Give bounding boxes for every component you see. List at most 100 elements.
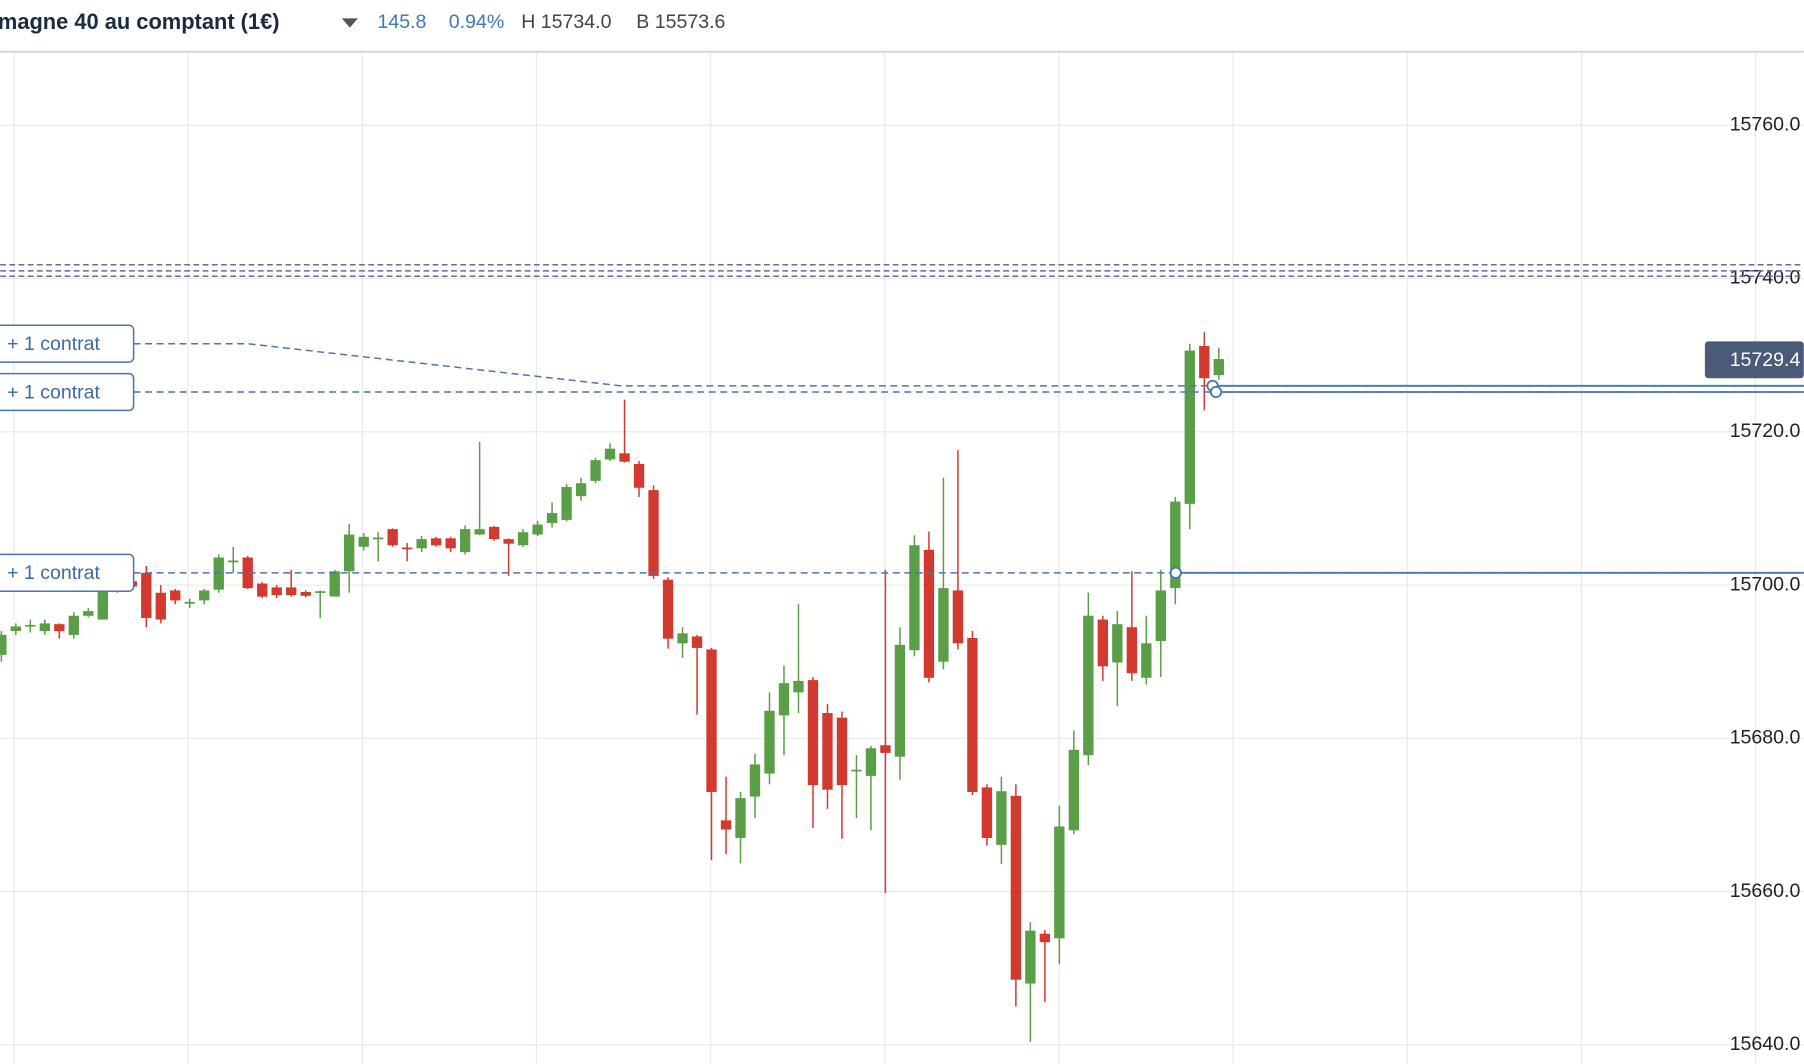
candle-body: [54, 624, 65, 632]
y-tick-label: 15640.0: [1730, 1033, 1801, 1055]
candle-body: [1025, 930, 1036, 984]
candle-body: [68, 615, 79, 635]
position-label-box[interactable]: [0, 324, 135, 363]
candle-body: [778, 683, 790, 716]
candle-body: [503, 539, 514, 544]
candle-body: [865, 748, 877, 776]
entry-marker[interactable]: [1209, 385, 1223, 399]
candle-body: [184, 601, 195, 604]
dropdown-arrow[interactable]: [341, 18, 358, 28]
candle-body: [401, 547, 413, 550]
candle-body: [836, 717, 848, 786]
candle-body: [909, 545, 920, 651]
candle-body: [372, 537, 384, 540]
candle-body: [677, 633, 688, 644]
candle-body: [996, 791, 1007, 845]
candle-body: [851, 769, 862, 772]
position-label[interactable]: + 1 contrat: [7, 562, 100, 584]
candle-body: [793, 680, 804, 693]
candle-body: [315, 591, 326, 593]
candle-body: [648, 490, 659, 576]
candle-body: [0, 634, 7, 655]
candle-body: [1083, 615, 1094, 756]
candle-body: [735, 798, 746, 838]
candle-body: [590, 460, 601, 481]
candle-body: [967, 637, 978, 792]
candle-body: [561, 487, 572, 520]
candle-body: [1039, 933, 1051, 943]
candle-body: [242, 557, 253, 589]
candle-body: [604, 448, 616, 460]
candle-body: [257, 583, 268, 597]
candle-body: [199, 590, 210, 601]
candle-body: [25, 624, 36, 627]
entry-marker[interactable]: [1169, 566, 1182, 579]
candle-body: [662, 579, 674, 639]
candle-body: [1170, 501, 1181, 589]
last-price-label: 15729.4: [1730, 349, 1801, 371]
candle-body: [981, 787, 993, 838]
position-label-box[interactable]: [0, 372, 135, 412]
candle-body: [1213, 359, 1224, 376]
candle-body: [1141, 643, 1152, 678]
high: H 15734.0: [521, 11, 611, 33]
candle-body: [749, 764, 761, 797]
candle-body: [83, 611, 94, 616]
position-label-box[interactable]: [0, 553, 135, 592]
y-tick-label: 15720.0: [1730, 420, 1801, 442]
candle-body: [1184, 350, 1195, 504]
candle-body: [387, 529, 398, 546]
y-tick-label: 15680.0: [1730, 727, 1801, 749]
y-tick-label: 15760.0: [1730, 113, 1801, 135]
change: 145.8: [377, 11, 426, 33]
candle-body: [532, 524, 543, 535]
candle-body: [430, 538, 442, 546]
candle-body: [720, 820, 732, 830]
candle-body: [39, 623, 50, 632]
candle-body: [517, 532, 529, 546]
candle-body: [1010, 795, 1022, 980]
candle-body: [633, 464, 645, 488]
candle-body: [1155, 590, 1166, 642]
instrument-name[interactable]: magne 40 au comptant (1€): [0, 9, 280, 34]
candle-body: [807, 680, 819, 786]
candle-body: [271, 587, 282, 596]
candle-body: [459, 529, 471, 553]
position-label[interactable]: + 1 contrat: [7, 333, 100, 355]
candle-body: [1054, 826, 1065, 939]
candle-body: [416, 539, 427, 549]
candle-body: [1112, 624, 1123, 663]
candle-body: [228, 560, 239, 563]
last-price-tag: [1704, 341, 1804, 379]
candle-body: [488, 526, 500, 540]
candle-body: [474, 529, 485, 535]
candle-body: [619, 453, 630, 462]
candle-body: [1097, 619, 1109, 667]
candle-body: [1126, 627, 1138, 674]
candle-body: [706, 649, 717, 792]
candle-body: [10, 626, 22, 632]
candle-body: [344, 534, 355, 572]
y-tick-label: 15700.0: [1730, 573, 1801, 595]
candle-body: [97, 590, 108, 620]
candle-body: [213, 557, 224, 590]
candle-body: [822, 713, 833, 790]
position-label[interactable]: + 1 contrat: [7, 381, 100, 403]
candle-body: [170, 590, 181, 601]
candle-body: [938, 588, 949, 662]
candle-body: [358, 536, 369, 547]
candle-body: [952, 590, 964, 644]
candle-body: [141, 572, 152, 619]
candle-body: [691, 636, 703, 648]
candle-body: [880, 745, 891, 753]
candle-body: [1199, 346, 1210, 379]
candle-body: [546, 513, 558, 524]
y-tick-label: 15740.0: [1730, 267, 1801, 289]
change-pct: 0.94%: [449, 11, 504, 33]
plot: 15640.0 15660.0 15680.0 15700.0 15720.0 15740…: [0, 113, 1804, 1055]
candle-body: [329, 571, 340, 597]
candle-body: [894, 644, 906, 757]
